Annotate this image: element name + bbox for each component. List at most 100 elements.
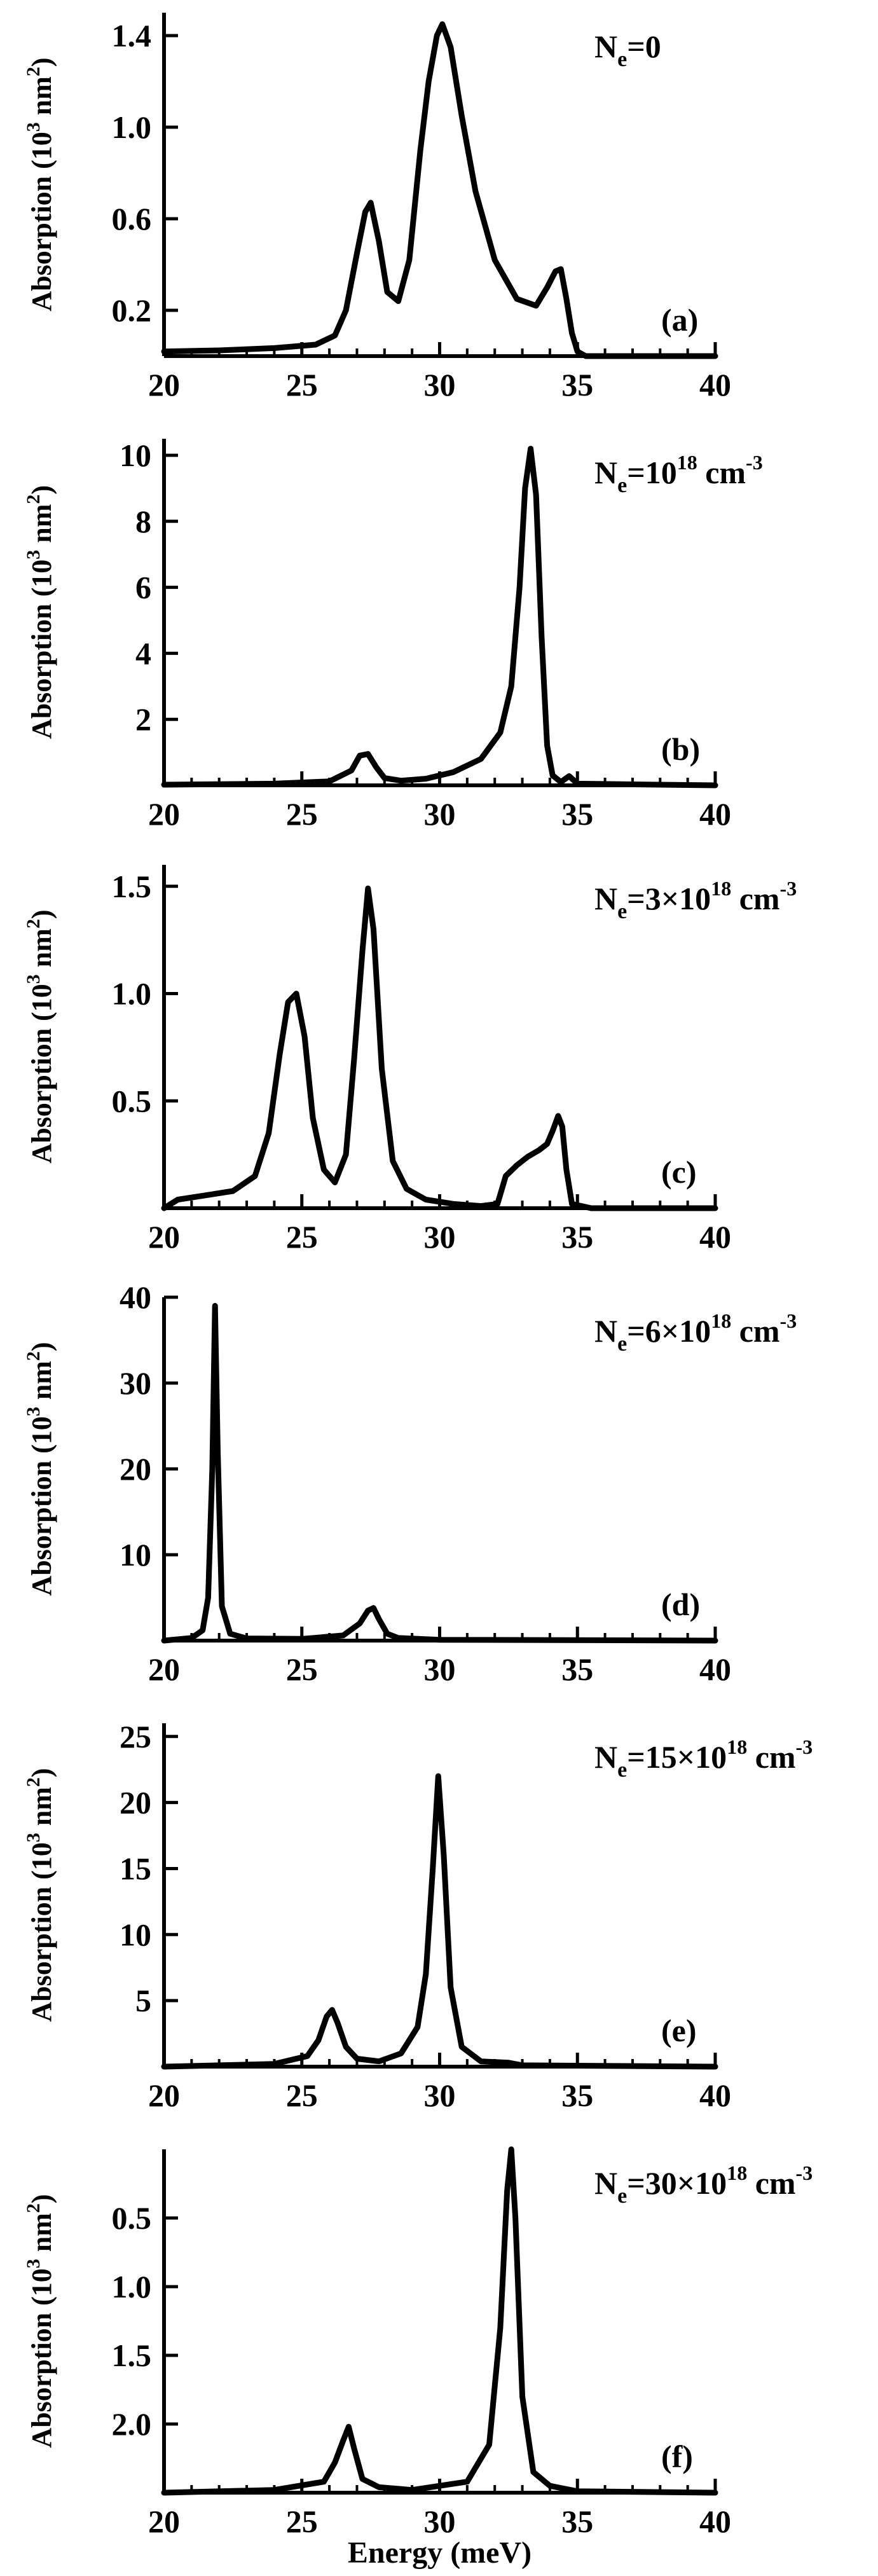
x-tick-label: 35 (561, 796, 593, 832)
annot-base: N (594, 881, 617, 916)
x-tick-label: 25 (286, 1219, 318, 1255)
density-annotation: Ne=15×1018 cm-3 (594, 1735, 813, 1782)
y-label-mid: nm (26, 928, 57, 974)
panel-a: 20 25 30 35 40 0.2 0.6 1.0 1.4 Absorption (103 nm… (23, 13, 731, 403)
annot-sub: e (617, 48, 627, 71)
y-label-main: Absorption (10 (26, 1416, 57, 1595)
density-annotation: Ne=30×1018 cm-3 (594, 2161, 813, 2208)
annot-unit-sup: -3 (796, 1735, 813, 1758)
y-tick-label: 0.2 (112, 293, 152, 328)
annot-unit: cm (747, 1739, 795, 1775)
x-tick-label: 30 (424, 367, 456, 403)
y-label-main: Absorption (10 (26, 984, 57, 1163)
x-tick-label: 25 (286, 2077, 318, 2113)
y-tick-label: 2.0 (112, 2406, 152, 2442)
data-series-line (161, 1773, 718, 2070)
x-tick-label: 35 (561, 1651, 593, 1687)
x-tick-label: 30 (424, 2077, 456, 2113)
y-label-sup: 2 (23, 1777, 44, 1787)
y-axis-label: Absorption (103 nm2) (23, 2194, 57, 2448)
x-tick-label: 40 (699, 2504, 731, 2539)
y-label-end: ) (26, 485, 57, 495)
annot-value: =0 (627, 29, 661, 64)
y-tick-label: 4 (135, 635, 151, 671)
panel-label: (b) (661, 731, 700, 767)
annot-sub: e (617, 900, 627, 923)
y-label-end: ) (26, 1342, 57, 1351)
y-label-sup: 3 (23, 1833, 44, 1842)
x-tick-label: 25 (286, 796, 318, 832)
y-tick-label: 0.5 (112, 2200, 152, 2236)
y-label-sup: 2 (23, 2203, 44, 2213)
y-axis-label: Absorption (103 nm2) (23, 57, 57, 311)
annot-unit: cm (731, 1313, 779, 1349)
annot-sub: e (617, 2184, 627, 2208)
y-tick-label: 2 (135, 701, 151, 737)
annot-value: =10 (627, 455, 677, 490)
y-tick-label: 10 (120, 1537, 151, 1573)
annot-base: N (594, 29, 617, 64)
y-tick-label: 1.5 (112, 869, 152, 904)
y-label-main: Absorption (10 (26, 560, 57, 739)
x-tick-label: 20 (148, 1219, 180, 1255)
panel-label: (c) (661, 1154, 697, 1190)
data-series-line (161, 1303, 718, 1644)
x-tick-label: 30 (424, 1651, 456, 1687)
annot-sub: e (617, 474, 627, 497)
y-label-end: ) (26, 1768, 57, 1777)
y-label-mid: nm (26, 76, 57, 122)
x-tick-label: 40 (699, 796, 731, 832)
y-tick-label: 10 (120, 437, 151, 473)
y-tick-label: 1.0 (112, 109, 152, 145)
annot-unit: cm (747, 2165, 795, 2201)
y-label-end: ) (26, 2194, 57, 2203)
y-tick-label: 1.5 (112, 2338, 152, 2373)
panel-label: (d) (661, 1587, 700, 1622)
x-tick-label: 30 (424, 1219, 456, 1255)
density-annotation: Ne=1018 cm-3 (594, 451, 763, 497)
annot-unit-sup: -3 (796, 2161, 813, 2184)
panel-d: 20 25 30 35 40 10 20 30 40 Absorption (103 nm2) Ne… (23, 1279, 797, 1687)
y-label-sup: 3 (23, 2259, 44, 2268)
annot-sub: e (617, 1758, 627, 1782)
x-tick-label: 20 (148, 1651, 180, 1687)
y-label-sup: 2 (23, 67, 44, 76)
annot-unit-sup: -3 (746, 451, 763, 474)
x-tick-label: 25 (286, 1651, 318, 1687)
x-tick-label: 35 (561, 1219, 593, 1255)
annot-unit: cm (697, 455, 746, 490)
x-tick-label: 40 (699, 1219, 731, 1255)
x-tick-label: 25 (286, 367, 318, 403)
x-tick-label: 30 (424, 2504, 456, 2539)
data-series-line (161, 2146, 718, 2496)
y-label-sup: 3 (23, 550, 44, 560)
y-label-mid: nm (26, 1787, 57, 1833)
annot-sub: e (617, 1332, 627, 1356)
y-label-sup: 3 (23, 974, 44, 984)
panel-c: 20 25 30 35 40 0.5 1.0 1.5 Absorption (103 nm2) N… (23, 865, 797, 1255)
annot-sup: 18 (727, 1735, 747, 1758)
density-annotation: Ne=0 (594, 29, 661, 71)
x-tick-label: 20 (148, 796, 180, 832)
panel-label: (a) (661, 302, 698, 338)
y-tick-label: 8 (135, 504, 151, 539)
annot-unit: cm (731, 881, 779, 916)
y-tick-label: 1.4 (112, 18, 152, 53)
y-label-main: Absorption (10 (26, 132, 57, 311)
y-label-sup: 2 (23, 919, 44, 928)
y-tick-label: 15 (120, 1850, 151, 1886)
annot-value: =6×10 (627, 1313, 711, 1349)
annot-sup: 18 (677, 451, 697, 474)
panel-label: (e) (661, 2013, 697, 2048)
y-tick-label: 1.0 (112, 976, 152, 1012)
y-tick-label: 25 (120, 1719, 151, 1754)
y-tick-label: 20 (120, 1451, 151, 1487)
y-label-end: ) (26, 57, 57, 67)
data-series-line (161, 446, 718, 789)
annot-unit-sup: -3 (780, 877, 797, 900)
y-axis-label: Absorption (103 nm2) (23, 1342, 57, 1595)
x-tick-label: 35 (561, 2504, 593, 2539)
x-axis-label: Energy (meV) (348, 2536, 532, 2570)
y-label-mid: nm (26, 1361, 57, 1407)
annot-base: N (594, 1313, 617, 1349)
